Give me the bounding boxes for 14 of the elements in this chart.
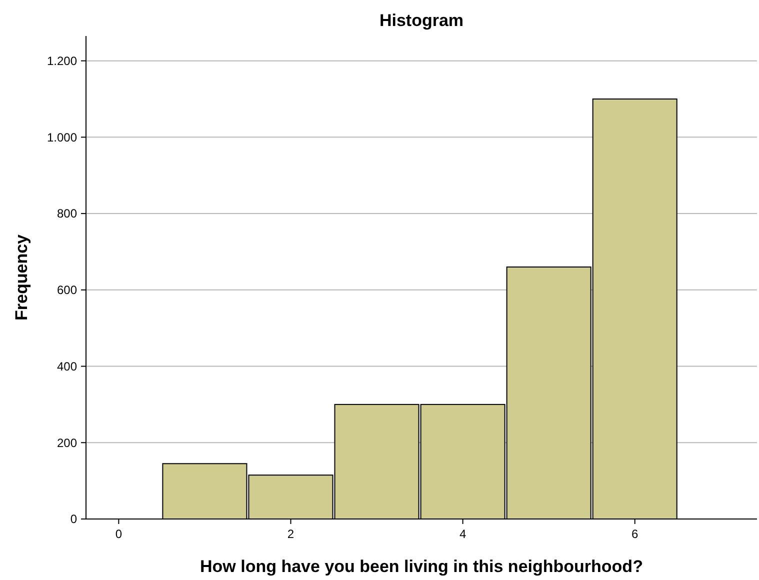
y-tick-label: 0 — [70, 512, 78, 526]
chart-title: Histogram — [379, 11, 464, 30]
x-tick-label: 2 — [287, 527, 294, 541]
x-tick-label: 6 — [632, 527, 638, 541]
x-axis-title: How long have you been living in this neighbourhood? — [200, 557, 643, 576]
y-tick-label: 200 — [56, 436, 78, 450]
y-tick-label: 1.000 — [46, 130, 78, 144]
y-axis-title: Frequency — [12, 234, 31, 320]
y-tick-label: 600 — [56, 283, 78, 298]
x-tick-label: 4 — [459, 527, 466, 541]
y-tick-label: 800 — [56, 206, 78, 221]
x-tick-label: 0 — [115, 527, 122, 541]
y-tick-label: 400 — [56, 359, 78, 374]
y-tick-label: 1.200 — [46, 54, 78, 68]
